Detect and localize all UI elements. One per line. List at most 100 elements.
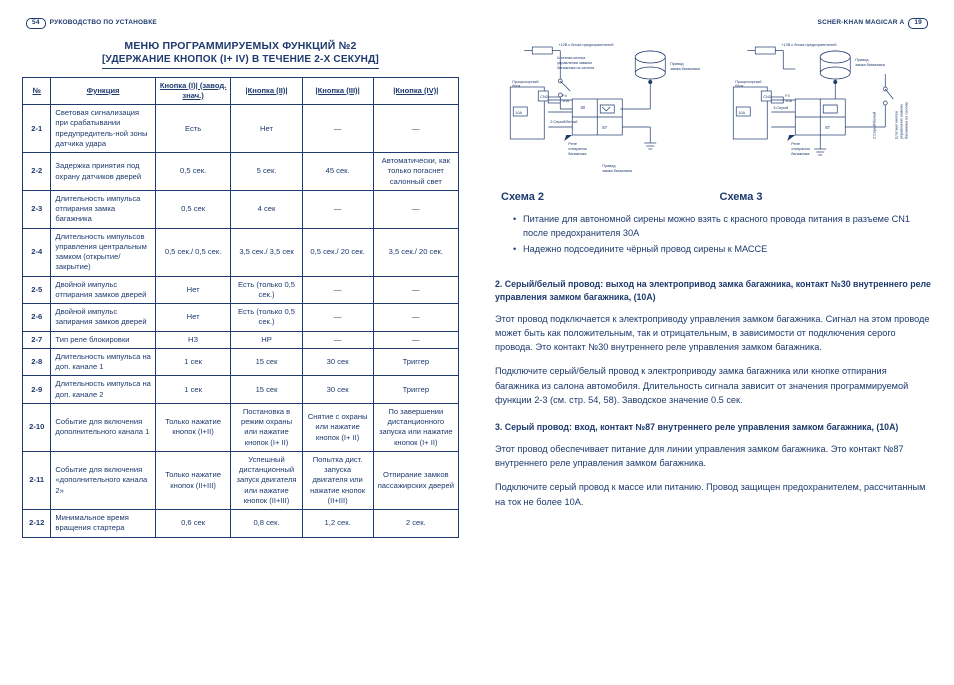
- th-b2: |Кнопка (II)|: [231, 77, 302, 105]
- cell-val: 30 сек: [302, 376, 373, 404]
- section-2-p2: Подключите серый/белый провод к электроп…: [495, 364, 932, 407]
- scheme-2-label: Схема 2: [501, 190, 714, 205]
- page-number-right: 19: [908, 18, 928, 29]
- table-row: 2-3Длительность импульса отпирания замка…: [23, 190, 459, 228]
- table-row: 2-1Световая сигнализация при срабатывани…: [23, 105, 459, 153]
- svg-text:отпирания: отпирания: [791, 147, 809, 151]
- table-row: 2-7Тип реле блокировкиНЗНР——: [23, 331, 459, 348]
- cell-val: Снятие с охраны или нажатие кнопок (I+ I…: [302, 403, 373, 451]
- header-left: 54 РУКОВОДСТВО ПО УСТАНОВКЕ: [22, 18, 459, 29]
- cell-func: Длительность импульсов управления центра…: [51, 228, 155, 276]
- svg-text:10A: 10A: [562, 99, 569, 103]
- svg-text:Штатная кнопка: Штатная кнопка: [894, 110, 898, 139]
- scheme-3-label: Схема 3: [720, 190, 933, 205]
- cell-val: 4 сек: [231, 190, 302, 228]
- svg-text:багажника: багажника: [791, 152, 810, 156]
- cell-val: 1 сек: [155, 348, 231, 376]
- cell-val: 15 сек: [231, 348, 302, 376]
- cell-val: 15 сек: [231, 376, 302, 404]
- svg-text:10A: 10A: [515, 111, 522, 115]
- svg-text:10A: 10A: [738, 111, 745, 115]
- cell-num: 2-6: [23, 304, 51, 332]
- cell-val: Отпирание замков пассажирских дверей: [373, 451, 458, 509]
- table-row: 2-12Минимальное время вращения стартера0…: [23, 510, 459, 538]
- cell-val: Попытка дист. запуска двигателя или нажа…: [302, 451, 373, 509]
- menu-title-line2: [УДЕРЖАНИЕ КНОПОК (I+ IV) В ТЕЧЕНИЕ 2-Х …: [102, 53, 379, 69]
- svg-text:багажника из салона: багажника из салона: [904, 101, 908, 139]
- cell-val: —: [373, 276, 458, 304]
- scheme-labels: Схема 2 Схема 3: [495, 188, 932, 213]
- cell-val: —: [302, 276, 373, 304]
- cell-val: Нет: [155, 304, 231, 332]
- cell-func: Событие для включения дополнительного ка…: [51, 403, 155, 451]
- table-row: 2-5Двойной импульс отпирания замков двер…: [23, 276, 459, 304]
- svg-text:F4: F4: [785, 94, 789, 98]
- svg-text:87: 87: [602, 125, 607, 130]
- svg-text:управления замком: управления замком: [557, 61, 592, 65]
- cell-val: 3,5 сек./ 3,5 сек: [231, 228, 302, 276]
- cell-val: Есть: [155, 105, 231, 153]
- cell-val: 0,5 сек: [155, 190, 231, 228]
- functions-table: № Функция Кнопка (I)| (завод. знач.) |Кн…: [22, 77, 459, 538]
- svg-text:87: 87: [825, 125, 830, 130]
- svg-text:10A: 10A: [785, 99, 792, 103]
- section-3-heading: 3. Серый провод: вход, контакт №87 внутр…: [495, 421, 932, 434]
- cell-func: Двойной импульс запирания замков дверей: [51, 304, 155, 332]
- left-page: 54 РУКОВОДСТВО ПО УСТАНОВКЕ МЕНЮ ПРОГРАМ…: [22, 18, 477, 655]
- svg-text:F4: F4: [562, 94, 566, 98]
- cell-val: 0,6 сек: [155, 510, 231, 538]
- cell-val: 30 сек: [302, 348, 373, 376]
- cell-val: 0,8 сек.: [231, 510, 302, 538]
- cell-num: 2-12: [23, 510, 51, 538]
- cell-num: 2-3: [23, 190, 51, 228]
- svg-text:Привод: Привод: [855, 58, 869, 62]
- cell-val: 2 сек.: [373, 510, 458, 538]
- cell-val: НР: [231, 331, 302, 348]
- cell-num: 2-10: [23, 403, 51, 451]
- cell-num: 2-11: [23, 451, 51, 509]
- cell-num: 2-2: [23, 153, 51, 191]
- cell-func: Событие для включения «дополнительного к…: [51, 451, 155, 509]
- cell-val: 0,5 сек.: [155, 153, 231, 191]
- cell-val: —: [373, 304, 458, 332]
- bullet-list: Питание для автономной сирены можно взят…: [513, 213, 932, 260]
- cell-func: Тип реле блокировки: [51, 331, 155, 348]
- menu-title-line1: МЕНЮ ПРОГРАММИРУЕМЫХ ФУНКЦИЙ №2: [22, 39, 459, 53]
- cell-val: —: [373, 105, 458, 153]
- cell-func: Двойной импульс отпирания замков дверей: [51, 276, 155, 304]
- menu-title: МЕНЮ ПРОГРАММИРУЕМЫХ ФУНКЦИЙ №2 [УДЕРЖАН…: [22, 39, 459, 69]
- cell-func: Световая сигнализация при срабатывании п…: [51, 105, 155, 153]
- cell-val: 3,5 сек./ 20 сек.: [373, 228, 458, 276]
- table-row: 2-6Двойной импульс запирания замков двер…: [23, 304, 459, 332]
- scheme-2-diagram: +12В с блока предохранителей Штатная кно…: [495, 39, 710, 184]
- section-2-heading: 2. Серый/белый провод: выход на электроп…: [495, 278, 932, 304]
- cell-val: Нет: [231, 105, 302, 153]
- cell-val: Успешный дистанционный запуск двигателя …: [231, 451, 302, 509]
- cell-num: 2-7: [23, 331, 51, 348]
- th-func: Функция: [51, 77, 155, 105]
- bullet-item: Питание для автономной сирены можно взят…: [513, 213, 932, 241]
- schemes-row: +12В с блока предохранителей Штатная кно…: [495, 39, 932, 184]
- cell-num: 2-9: [23, 376, 51, 404]
- svg-text:30: 30: [580, 105, 585, 110]
- section-3-p1: Этот провод обеспечивает питание для лин…: [495, 442, 932, 471]
- th-b3: |Кнопка (III)|: [302, 77, 373, 105]
- table-row: 2-4Длительность импульсов управления цен…: [23, 228, 459, 276]
- bullet-item: Надежно подсоедините чёрный провод сирен…: [513, 243, 932, 257]
- header-right-text: SCHER-KHAN MAGICAR A: [818, 19, 905, 28]
- cell-val: —: [302, 304, 373, 332]
- svg-text:блок: блок: [512, 84, 520, 88]
- cell-val: 0,5 сек./ 20 сек.: [302, 228, 373, 276]
- lbl-relay: Реле: [568, 142, 577, 146]
- svg-text:Реле: Реле: [791, 142, 800, 146]
- table-row: 2-9Длительность импульса на доп. канале …: [23, 376, 459, 404]
- cell-num: 2-1: [23, 105, 51, 153]
- svg-text:CN2: CN2: [540, 95, 548, 99]
- svg-text:багажника из салона: багажника из салона: [557, 66, 595, 70]
- section-2-p1: Этот провод подключается к электропривод…: [495, 312, 932, 355]
- cell-val: Триггер: [373, 376, 458, 404]
- table-row: 2-11Событие для включения «дополнительно…: [23, 451, 459, 509]
- svg-text:отпирания: отпирания: [568, 147, 586, 151]
- cell-val: —: [302, 331, 373, 348]
- svg-text:CN2: CN2: [763, 95, 771, 99]
